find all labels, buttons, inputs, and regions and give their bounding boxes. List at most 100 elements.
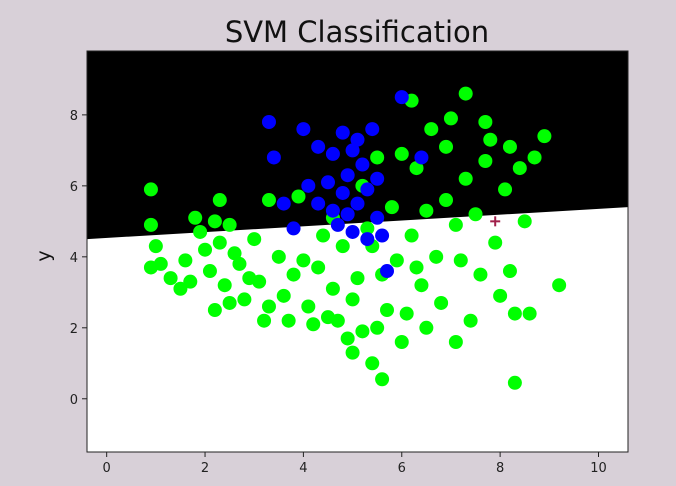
scatter-point-s0-50 [365, 356, 380, 371]
y-tick-label: 8 [70, 109, 78, 124]
scatter-point-s1-7 [311, 139, 326, 154]
scatter-point-s1-6 [311, 196, 326, 211]
scatter-point-s0-72 [448, 334, 463, 349]
scatter-point-s1-11 [330, 217, 345, 232]
scatter-point-s0-61 [404, 228, 419, 243]
scatter-point-s0-21 [232, 256, 247, 271]
scatter-point-s0-1 [143, 217, 158, 232]
scatter-point-s0-49 [360, 221, 375, 236]
scatter-point-s0-71 [443, 111, 458, 126]
scatter-point-s1-17 [350, 196, 365, 211]
scatter-point-s0-26 [257, 313, 272, 328]
scatter-point-s0-37 [311, 260, 326, 275]
scatter-point-s0-55 [380, 303, 395, 318]
scatter-point-s0-24 [247, 232, 262, 247]
scatter-point-s1-13 [335, 185, 350, 200]
scatter-point-s0-27 [261, 299, 276, 314]
scatter-point-s0-0 [143, 182, 158, 197]
scatter-point-s0-4 [143, 260, 158, 275]
scatter-point-s1-18 [355, 157, 370, 172]
scatter-point-s1-10 [325, 146, 340, 161]
scatter-point-s0-70 [439, 193, 454, 208]
scatter-point-s0-46 [350, 271, 365, 286]
scatter-point-s0-82 [493, 288, 508, 303]
y-axis-label: y [33, 250, 55, 261]
scatter-point-s1-20 [360, 182, 375, 197]
scatter-point-s0-15 [217, 278, 232, 293]
chart-title: SVM Classification [225, 15, 489, 49]
scatter-point-s0-65 [419, 203, 434, 218]
scatter-point-s0-73 [453, 253, 468, 268]
scatter-point-s0-7 [178, 253, 193, 268]
scatter-point-s0-74 [458, 171, 473, 186]
scatter-point-s0-6 [173, 281, 188, 296]
scatter-point-s0-44 [345, 292, 360, 307]
scatter-point-s1-1 [266, 150, 281, 165]
scatter-point-s0-93 [552, 278, 567, 293]
scatter-point-s0-22 [237, 292, 252, 307]
scatter-point-s0-28 [261, 193, 276, 208]
scatter-point-s1-4 [296, 122, 311, 137]
scatter-point-s1-28 [340, 207, 355, 222]
scatter-point-s0-83 [498, 182, 513, 197]
scatter-point-s0-30 [276, 288, 291, 303]
scatter-point-s0-66 [419, 320, 434, 335]
scatter-point-s0-34 [296, 253, 311, 268]
scatter-point-s0-31 [281, 313, 296, 328]
scatter-point-s0-79 [478, 154, 493, 169]
scatter-point-s1-23 [370, 171, 385, 186]
scatter-point-s0-38 [316, 228, 331, 243]
scatter-point-s0-40 [325, 281, 340, 296]
x-tick-label: 0 [103, 461, 111, 476]
scatter-point-s0-16 [222, 295, 237, 310]
scatter-point-s0-98 [409, 260, 424, 275]
scatter-point-s0-92 [537, 129, 552, 144]
scatter-point-s0-19 [222, 217, 237, 232]
scatter-point-s0-89 [517, 214, 532, 229]
scatter-point-s1-5 [301, 178, 316, 193]
scatter-point-s1-25 [380, 264, 395, 279]
scatter-point-s0-99 [448, 217, 463, 232]
scatter-point-s1-19 [360, 232, 375, 247]
scatter-point-s0-2 [148, 239, 163, 254]
y-tick-label: 4 [70, 251, 78, 266]
scatter-point-s1-9 [325, 203, 340, 218]
scatter-point-s0-76 [463, 313, 478, 328]
scatter-point-s1-0 [261, 114, 276, 129]
scatter-point-s1-22 [370, 210, 385, 225]
scatter-point-s0-45 [345, 345, 360, 360]
plus-marker-0 [490, 216, 501, 227]
scatter-point-s0-33 [291, 189, 306, 204]
scatter-point-s0-75 [458, 86, 473, 101]
scatter-point-s1-24 [375, 228, 390, 243]
scatter-point-s0-9 [188, 210, 203, 225]
scatter-point-s0-14 [212, 235, 227, 250]
scatter-point-s0-69 [434, 295, 449, 310]
scatter-point-s0-87 [507, 375, 522, 390]
x-tick-label: 6 [398, 461, 406, 476]
scatter-point-s0-20 [227, 246, 242, 261]
scatter-point-s0-42 [335, 239, 350, 254]
y-tick-label: 0 [70, 393, 78, 408]
scatter-point-s1-12 [335, 125, 350, 140]
scatter-point-s0-32 [286, 267, 301, 282]
scatter-point-s0-67 [424, 122, 439, 137]
scatter-point-s1-2 [276, 196, 291, 211]
scatter-point-s1-26 [394, 90, 409, 105]
x-tick-label: 2 [201, 461, 209, 476]
scatter-point-s0-90 [522, 306, 537, 321]
y-tick-label: 6 [70, 180, 78, 195]
scatter-point-s0-58 [394, 334, 409, 349]
scatter-point-s0-51 [370, 320, 385, 335]
scatter-point-s0-17 [207, 303, 222, 318]
plot-frame [86, 50, 629, 453]
scatter-point-s0-81 [488, 235, 503, 250]
y-tick-label: 2 [70, 322, 78, 337]
scatter-point-s0-18 [212, 193, 227, 208]
scatter-point-s1-8 [320, 175, 335, 190]
scatter-point-s0-85 [502, 139, 517, 154]
plot-area [87, 51, 628, 452]
scatter-point-s0-94 [478, 114, 493, 129]
scatter-point-s0-10 [193, 224, 208, 239]
scatter-point-s0-47 [355, 324, 370, 339]
